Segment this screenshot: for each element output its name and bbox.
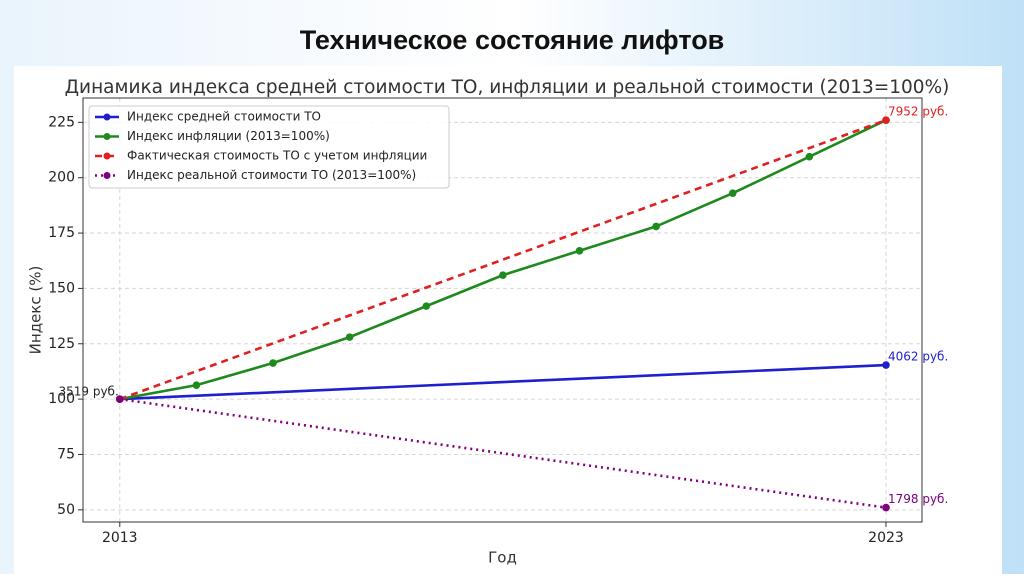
y-tick-label: 50 — [57, 502, 75, 518]
end-label: 1798 руб. — [888, 492, 948, 506]
start-label: 3519 руб. — [58, 385, 118, 399]
legend-label: Фактическая стоимость ТО с учетом инфляц… — [127, 149, 427, 163]
legend-box — [88, 105, 450, 189]
end-label: 4062 руб. — [888, 350, 948, 364]
axes-frame — [82, 97, 923, 523]
legend-label: Индекс средней стоимости ТО — [127, 110, 321, 124]
series-line — [119, 363, 887, 401]
legend-marker — [103, 133, 111, 140]
data-point — [115, 395, 124, 403]
x-tick-label: 2023 — [868, 530, 904, 546]
y-axis-label: Индекс (%) — [27, 266, 45, 355]
data-point — [882, 361, 890, 369]
slide-title: Техническое состояние лифтов — [300, 25, 725, 55]
legend-marker — [103, 172, 111, 179]
data-point — [805, 152, 814, 161]
y-tick-label: 100 — [48, 391, 75, 407]
data-point — [192, 381, 201, 389]
y-tick-label: 125 — [48, 336, 75, 352]
data-point — [422, 302, 431, 310]
legend-marker — [103, 152, 111, 160]
data-point — [728, 189, 737, 198]
data-point — [575, 246, 584, 255]
data-point — [882, 503, 890, 512]
y-tick-label: 225 — [48, 114, 75, 130]
series-line — [119, 118, 887, 401]
data-point — [499, 271, 507, 279]
y-tick-label: 175 — [48, 225, 75, 241]
chart-title: Динамика индекса средней стоимости ТО, и… — [65, 77, 950, 98]
data-point — [882, 116, 890, 124]
y-tick-label: 200 — [48, 170, 75, 186]
legend-label: Индекс инфляции (2013=100%) — [127, 129, 330, 143]
y-tick-label: 150 — [48, 280, 75, 296]
legend-label: Индекс реальной стоимости ТО (2013=100%) — [127, 168, 416, 182]
end-label: 7952 руб. — [888, 105, 948, 119]
x-tick-label: 2013 — [102, 530, 138, 546]
data-point — [345, 333, 354, 341]
legend-marker — [103, 113, 111, 121]
y-tick-label: 75 — [57, 446, 75, 462]
data-point — [269, 359, 277, 367]
data-point — [652, 222, 660, 231]
x-axis-label: Год — [488, 549, 517, 567]
